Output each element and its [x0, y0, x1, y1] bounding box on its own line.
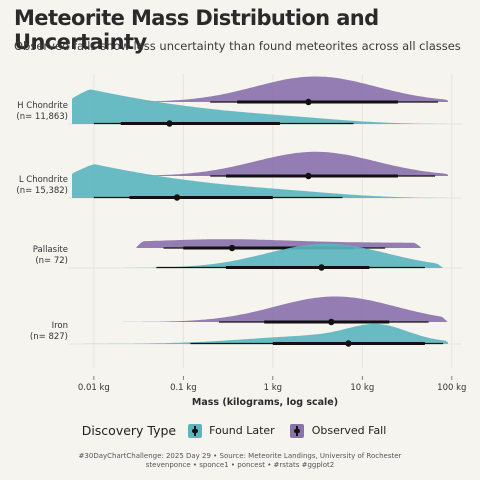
legend-title: Discovery Type: [81, 423, 177, 438]
median-point-0-0: [166, 120, 173, 127]
density-0-1: [72, 164, 448, 198]
median-point-0-3: [345, 340, 352, 347]
median-point-0-1: [173, 194, 181, 201]
y-label-3: Iron (n= 827): [30, 321, 68, 342]
x-axis-ticks: 0.01 kg 0.1 kg 1 kg 10 kg 100 kg: [78, 376, 466, 393]
density-1-1: [136, 151, 448, 176]
density-1-3: [100, 296, 448, 322]
x-tick-label-4: 100 kg: [437, 383, 466, 393]
density-1-0: [136, 76, 448, 102]
y-label-2: Pallasite (n= 72): [33, 245, 68, 266]
chart-title: Meteorite Mass Distribution and Uncertai…: [14, 6, 379, 54]
median-point-1-0: [305, 98, 312, 106]
chart-marks: [72, 76, 448, 347]
legend-key-observed-fall: [290, 423, 305, 438]
density-0-3: [80, 323, 448, 344]
median-point-1-2: [228, 244, 236, 252]
legend-label-found-later: Found Later: [209, 424, 275, 437]
x-tick-label-1: 0.1 kg: [170, 383, 197, 393]
chart-subtitle: Observed falls show less uncertainty tha…: [14, 39, 461, 53]
x-axis-label: Mass (kilograms, log scale): [192, 397, 338, 408]
density-0-0: [72, 89, 448, 124]
y-label-1: L Chondrite (n= 15,382): [16, 175, 68, 196]
density-0-2: [120, 243, 444, 268]
x-tick-label-2: 1 kg: [264, 383, 282, 393]
x-tick-label-0: 0.01 kg: [78, 383, 110, 393]
legend-key-found-later: [187, 423, 202, 438]
median-point-1-1: [305, 172, 312, 180]
caption: #30DayChartChallenge: 2025 Day 29 • Sour…: [0, 452, 480, 470]
y-axis-labels: H Chondrite (n= 11,863) L Chondrite (n= 15,…: [16, 101, 68, 342]
legend-label-observed-fall: Observed Fall: [311, 424, 387, 437]
caption-line-1: #30DayChartChallenge: 2025 Day 29 • Sour…: [78, 452, 402, 460]
caption-line-2: stevenponce • sponce1 • poncest • #rstat…: [145, 461, 335, 469]
legend: Discovery Type Found Later Observed Fall: [0, 423, 480, 438]
y-label-0: H Chondrite (n= 11,863): [16, 101, 68, 122]
x-tick-label-3: 10 kg: [350, 383, 374, 393]
median-point-0-2: [318, 264, 325, 271]
median-point-1-3: [328, 318, 335, 326]
